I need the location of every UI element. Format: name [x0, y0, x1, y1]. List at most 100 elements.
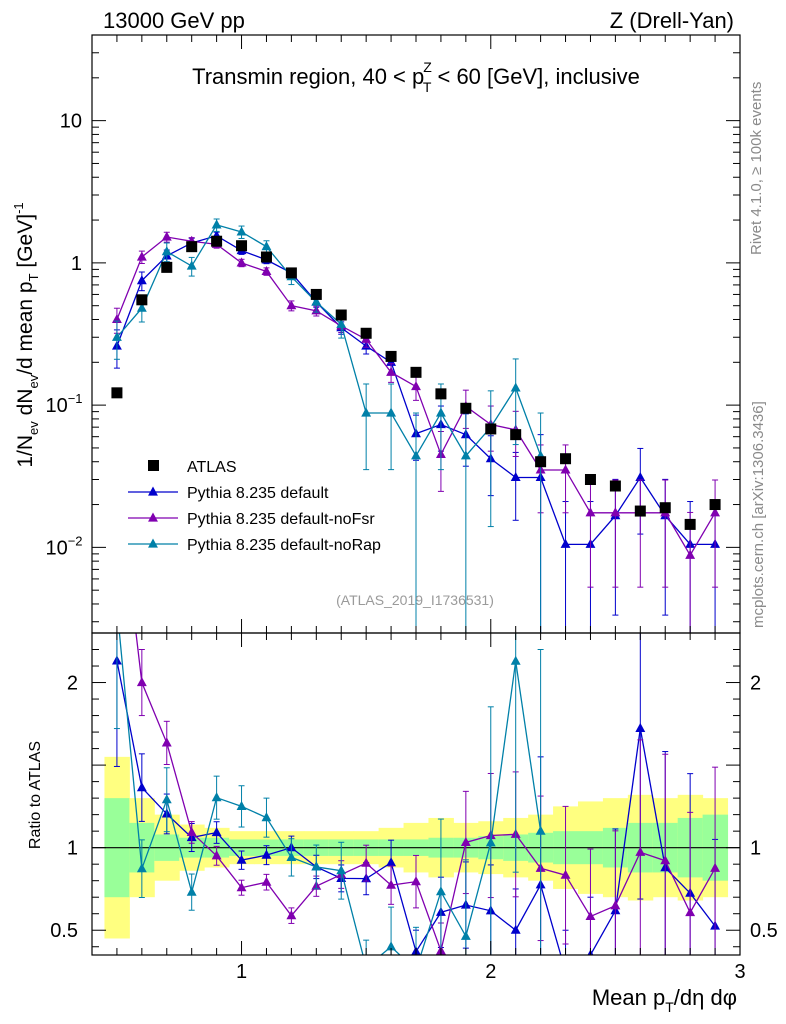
energy-label: 13000 GeV pp — [103, 8, 245, 33]
ratio-point — [211, 850, 222, 860]
legend-triangle-marker — [148, 538, 158, 548]
series-point — [635, 471, 646, 482]
series-point — [510, 471, 521, 482]
atlas-point — [211, 235, 223, 247]
series-point — [710, 507, 721, 517]
ratio-point — [236, 882, 247, 892]
ratio-y-tick-label-right: 2 — [750, 673, 761, 695]
ratio-y-tick-label-right: 1 — [750, 838, 761, 860]
ratio-plot-marks — [111, 601, 721, 975]
ratio-y-tick-label-left: 0.5 — [50, 920, 78, 942]
ratio-point — [585, 910, 596, 921]
atlas-point — [659, 502, 671, 514]
ratio-point — [236, 854, 247, 864]
ratio-point — [236, 800, 247, 810]
y-axis-label: 1/Nev dNev/d mean pT [GeV]-1 — [11, 202, 41, 467]
series-point — [435, 407, 446, 417]
legend-entry: ATLAS — [148, 459, 237, 476]
ratio-series-line — [118, 633, 542, 955]
series-point — [136, 251, 147, 261]
atlas-point — [634, 505, 646, 517]
ratio-point — [535, 825, 546, 835]
ratio-point — [610, 900, 621, 910]
atlas-point — [410, 366, 422, 378]
series-point — [186, 260, 197, 270]
series-line — [116, 224, 542, 458]
axes-ticks: 1 2 3 10 1 10−1 10−2 0.5 0.5 1 1 2 2 — [45, 34, 778, 983]
ratio-point — [186, 826, 197, 836]
ratio-point — [635, 846, 646, 856]
atlas-point — [285, 267, 297, 279]
series-point — [311, 296, 322, 306]
legend: ATLAS Pythia 8.235 default Pythia 8.235 de… — [128, 459, 381, 554]
legend-entry: Pythia 8.235 default-noFsr — [128, 511, 375, 528]
x-tick-label: 1 — [236, 961, 247, 983]
ratio-point — [411, 876, 421, 886]
ratio-point — [211, 827, 222, 837]
ratio-point — [136, 863, 147, 873]
ratio-y-tick-label-left: 2 — [67, 673, 78, 695]
ratio-point — [561, 966, 571, 975]
series-point — [111, 331, 122, 341]
series-point — [336, 318, 347, 328]
atlas-point — [335, 309, 347, 321]
legend-entry: Pythia 8.235 default-noRap — [128, 537, 381, 554]
series-point — [136, 275, 147, 285]
ratio-y-tick-label-left: 1 — [67, 838, 78, 860]
plot-title: Transmin region, 40 < pZ T < 60 [GeV], in… — [192, 59, 640, 95]
rivet-version-label: Rivet 4.1.0, ≥ 100k events — [748, 82, 765, 255]
series-point — [411, 381, 421, 391]
series-point — [136, 302, 147, 312]
ratio-point — [261, 876, 272, 886]
series-point — [386, 407, 397, 417]
series-point — [211, 219, 222, 229]
ratio-point — [136, 677, 147, 687]
legend-triangle-marker — [148, 486, 158, 496]
ratio-point — [460, 930, 471, 940]
ratio-point — [261, 812, 272, 822]
ratio-point — [485, 837, 496, 847]
ratio-point — [286, 910, 297, 920]
legend-triangle-marker — [148, 512, 158, 522]
y-tick-label: 10 — [60, 111, 82, 133]
series-point — [161, 231, 172, 241]
atlas-point — [186, 241, 198, 253]
ratio-point — [186, 886, 197, 896]
series-point — [560, 464, 571, 474]
ratio-point — [286, 851, 297, 861]
ratio-point — [660, 855, 671, 865]
atlas-point — [535, 456, 547, 468]
legend-label: Pythia 8.235 default-noRap — [187, 537, 381, 554]
series-point — [610, 507, 621, 517]
ratio-point — [112, 601, 122, 610]
series-point — [560, 538, 571, 548]
ratio-point — [161, 794, 172, 804]
atlas-point — [161, 261, 173, 273]
ratio-point — [510, 655, 521, 665]
atlas-point — [709, 499, 721, 511]
series-point — [261, 265, 272, 276]
mcplots-url-label: mcplots.cern.ch [arXiv:1306.3436] — [750, 401, 767, 628]
ratio-point — [386, 879, 397, 889]
ratio-point — [460, 836, 471, 847]
atlas-point — [310, 288, 322, 300]
ratio-point — [386, 941, 397, 951]
legend-label: ATLAS — [187, 459, 237, 476]
series-point — [236, 257, 247, 267]
ratio-series-2 — [112, 601, 546, 974]
ratio-y-tick-label-right: 0.5 — [750, 920, 778, 942]
atlas-point — [609, 480, 621, 492]
series-point — [585, 507, 596, 517]
process-label: Z (Drell-Yan) — [610, 8, 734, 33]
atlas-point — [510, 429, 522, 441]
ratio-point — [435, 886, 446, 896]
atlas-point — [560, 453, 572, 465]
atlas-point — [385, 350, 397, 362]
y-tick-label: 10−1 — [45, 391, 82, 417]
ratio-point — [411, 965, 421, 974]
ratio-point — [161, 737, 172, 747]
legend-entry: Pythia 8.235 default — [128, 485, 329, 502]
main-plot-marks — [111, 218, 721, 633]
series-point — [361, 407, 372, 417]
atlas-point — [260, 251, 272, 263]
